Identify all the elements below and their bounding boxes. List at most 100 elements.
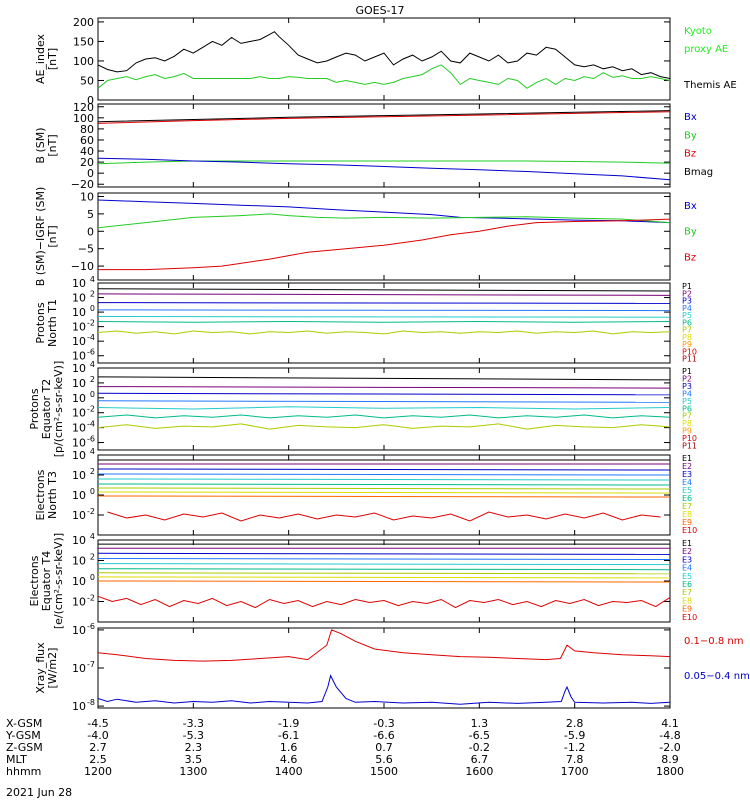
series-line-p7	[98, 330, 670, 335]
y-tick-exponent: -2	[87, 319, 95, 328]
footer-value: 2.5	[89, 753, 107, 766]
footer-value: 1600	[465, 765, 493, 778]
footer-row-label: X-GSM	[6, 717, 42, 730]
legend-label: P8	[682, 333, 692, 342]
series-line-bx	[98, 199, 670, 224]
series-line-e5	[98, 478, 670, 481]
y-tick-label: 10	[72, 575, 86, 588]
series-line-by	[98, 160, 670, 165]
legend-label: E6	[682, 580, 692, 589]
series-line-e6	[98, 568, 670, 571]
legend-label: Bz	[684, 149, 696, 160]
y-tick-label: 10	[72, 449, 86, 462]
y-tick-label: 80	[80, 123, 94, 136]
y-axis-label: [nT]	[46, 225, 59, 247]
y-tick-exponent: 2	[90, 290, 95, 299]
y-tick-exponent: -2	[87, 507, 95, 516]
footer-row-label: Z-GSM	[6, 741, 43, 754]
y-tick-label: 100	[73, 55, 94, 68]
footer-value: -4.0	[87, 729, 108, 742]
y-axis-label: Protons	[28, 388, 41, 429]
legend-label: P2	[682, 289, 692, 298]
y-axis-label: B (SM)	[34, 127, 47, 163]
ephemeris-footer: X-GSM -4.5 -3.3 -1.9 -0.3 1.3 2.8 4.1 Y-GSM -4.0 -…	[5, 717, 684, 778]
footer-value: 1.3	[471, 717, 489, 730]
y-axis-label: [W/m2]	[46, 648, 59, 689]
series-line-0-05-0-4-nm	[98, 674, 670, 705]
series-line-themis-ae	[98, 31, 670, 79]
footer-value: 1800	[656, 765, 684, 778]
y-tick-label: 10	[72, 422, 86, 435]
y-tick-exponent: 4	[90, 447, 95, 456]
footer-value: 1300	[179, 765, 207, 778]
y-tick-label: 10	[72, 469, 86, 482]
footer-value: 1.6	[280, 741, 298, 754]
y-axis-label: Protons	[34, 302, 47, 343]
footer-row-label: hhmm	[6, 765, 41, 778]
y-tick-label: −5	[78, 243, 94, 256]
panel-frame	[97, 192, 671, 281]
y-tick-label: −20	[71, 178, 94, 191]
series-line-p4	[98, 309, 670, 312]
footer-value: 2.8	[566, 717, 584, 730]
legend-label: E4	[682, 478, 692, 487]
footer-value: -4.8	[659, 729, 680, 742]
panel-bdiff: −10 −5 0 5 10 B (SM)−IGRF (SM) [nT] Bx By Bz	[34, 187, 697, 287]
y-tick-label: 20	[80, 156, 94, 169]
legend-label: Kyoto	[684, 26, 712, 37]
y-tick-label: 10	[72, 437, 86, 450]
footer-value: -6.5	[469, 729, 490, 742]
legend-label: proxy AE	[684, 44, 728, 55]
legend-label: P9	[682, 427, 692, 436]
legend-label: E3	[682, 470, 692, 479]
footer-row-label: Y-GSM	[5, 729, 41, 742]
legend-label: P3	[682, 382, 692, 391]
footer-value: -1.9	[278, 717, 299, 730]
series-line-e10	[107, 511, 661, 522]
legend-label: E8	[682, 510, 692, 519]
legend-label: E10	[682, 613, 697, 622]
y-tick-label: 10	[72, 624, 86, 637]
series-line-e9	[98, 495, 670, 498]
legend-label: P3	[682, 297, 692, 306]
legend-label: E1	[682, 454, 692, 463]
y-tick-label: 50	[80, 74, 94, 87]
legend-label: Bx	[684, 112, 697, 123]
legend-label: Themis AE	[683, 80, 737, 91]
y-tick-exponent: 0	[90, 487, 95, 496]
y-tick-label: 10	[72, 392, 86, 405]
series-line-e4	[98, 473, 670, 476]
legend-label: By	[684, 227, 697, 238]
legend-label: E3	[682, 555, 692, 564]
legend-label: Bmag	[684, 167, 713, 178]
y-tick-label: 10	[72, 362, 86, 375]
footer-value: 6.7	[471, 753, 489, 766]
y-axis-label: [e/(cm²-s-sr-keV)]	[52, 533, 65, 629]
series-line-p4	[98, 400, 670, 403]
series-line-e6	[98, 483, 670, 486]
legend-label: P10	[682, 347, 697, 356]
legend-label: Bx	[684, 201, 697, 212]
y-tick-label: 10	[72, 555, 86, 568]
legend-label: P11	[682, 355, 697, 364]
date-label: 2021 Jun 28	[6, 786, 72, 799]
legend-label: E9	[682, 605, 692, 614]
y-tick-label: 100	[73, 112, 94, 125]
series-line-bmag	[98, 110, 670, 123]
legend-label: P5	[682, 311, 692, 320]
y-tick-label: 10	[72, 350, 86, 363]
legend-label: P11	[682, 442, 697, 451]
y-axis-label: North T1	[46, 299, 59, 347]
footer-value: -6.1	[278, 729, 299, 742]
legend-label: E5	[682, 572, 692, 581]
footer-value: 1400	[275, 765, 303, 778]
legend-label: E6	[682, 494, 692, 503]
series-line-p2	[98, 386, 670, 389]
y-tick-label: 10	[72, 335, 86, 348]
series-line-e7	[98, 487, 670, 490]
